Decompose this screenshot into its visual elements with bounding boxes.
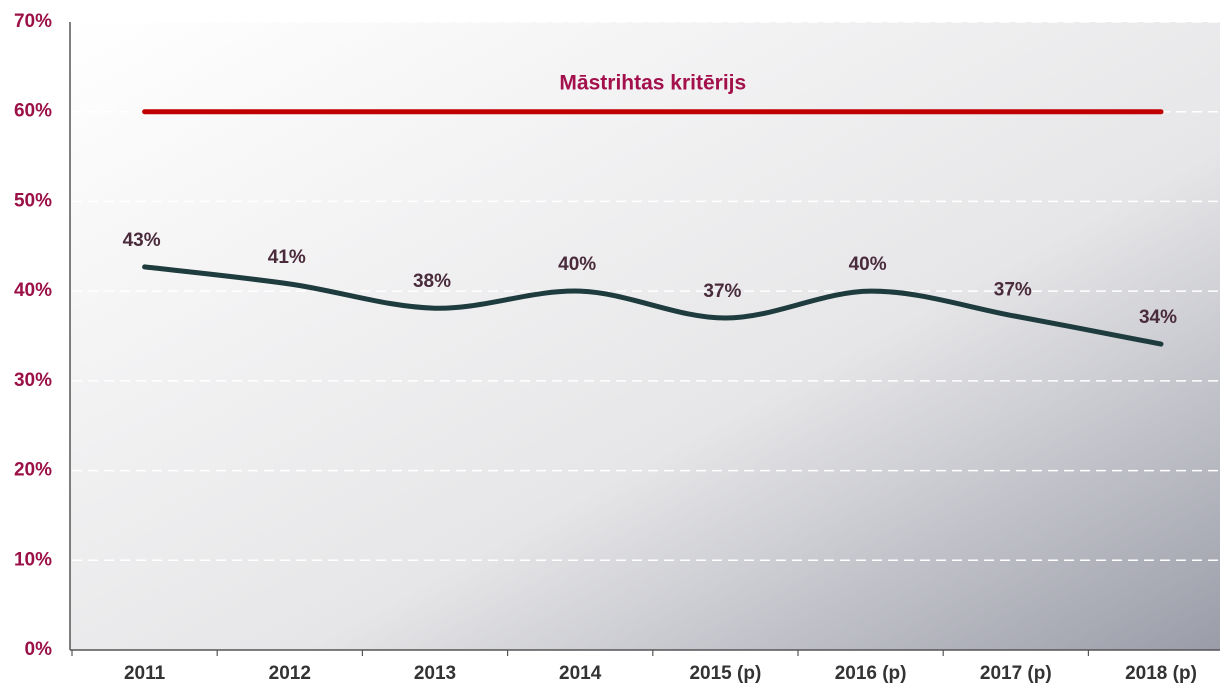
series-label: Māstrihtas kritērijs <box>559 71 746 94</box>
data-label: 37% <box>703 281 741 302</box>
x-tick-label: 2012 <box>269 663 311 684</box>
x-tick-label: 2011 <box>124 663 166 684</box>
x-tick-label: 2014 <box>559 663 602 684</box>
y-tick-label: 30% <box>14 370 52 391</box>
data-label: 41% <box>268 247 306 268</box>
x-tick-label: 2018 (p) <box>1125 663 1197 684</box>
line <box>142 264 1164 347</box>
data-label: 37% <box>994 279 1032 300</box>
data-label: 43% <box>123 230 161 251</box>
x-tick-label: 2016 (p) <box>835 663 907 684</box>
y-tick-label: 40% <box>14 280 52 301</box>
data-label: 38% <box>413 271 451 292</box>
y-tick-label: 0% <box>25 639 53 660</box>
y-tick-label: 10% <box>14 549 52 570</box>
data-label: 40% <box>558 254 596 275</box>
y-tick-label: 70% <box>14 11 52 32</box>
x-tick-label: 2017 (p) <box>980 663 1052 684</box>
data-label: 34% <box>1139 307 1177 328</box>
plot-background <box>70 22 1220 650</box>
x-tick-label: 2013 <box>414 663 456 684</box>
data-label: 40% <box>849 254 887 275</box>
x-tick-label: 2015 (p) <box>689 663 761 684</box>
y-tick-label: 50% <box>14 190 52 211</box>
y-tick-label: 20% <box>14 460 52 481</box>
y-tick-label: 60% <box>14 101 52 122</box>
